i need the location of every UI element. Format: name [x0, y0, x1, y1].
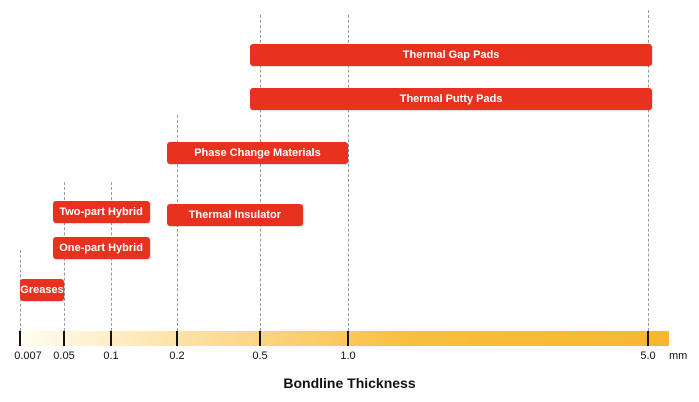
guide-line-5.0	[648, 10, 649, 331]
tick-label-0.1: 0.1	[103, 350, 119, 362]
bar-one-part-hybrid: One-part Hybrid	[52, 237, 150, 259]
guide-line-1.0	[348, 15, 349, 331]
tick-mark-0.5	[259, 331, 261, 346]
bar-greases: Greases	[20, 279, 64, 301]
tick-label-0.2: 0.2	[169, 350, 185, 362]
bar-phase-change-materials: Phase Change Materials	[166, 142, 348, 164]
tick-mark-0.1	[110, 331, 112, 346]
tick-label-0.007: 0.007	[14, 350, 42, 362]
axis-unit-label: mm	[669, 350, 688, 362]
tick-mark-0.2	[176, 331, 178, 346]
thickness-axis-gradient	[20, 331, 669, 346]
tick-mark-1.0	[347, 331, 349, 346]
tick-label-1.0: 1.0	[340, 350, 356, 362]
bar-two-part-hybrid: Two-part Hybrid	[52, 201, 150, 223]
tick-mark-0.007	[19, 331, 21, 346]
guide-line-0.5	[260, 15, 261, 331]
tick-mark-5.0	[647, 331, 649, 346]
tick-label-5.0: 5.0	[640, 350, 656, 362]
tick-mark-0.05	[63, 331, 65, 346]
bar-thermal-putty-pads: Thermal Putty Pads	[250, 88, 652, 110]
bar-thermal-gap-pads: Thermal Gap Pads	[250, 44, 652, 66]
x-axis-title: Bondline Thickness	[283, 375, 416, 391]
tick-label-0.5: 0.5	[252, 350, 268, 362]
tick-label-0.05: 0.05	[53, 350, 75, 362]
bar-thermal-insulator: Thermal Insulator	[166, 204, 303, 226]
